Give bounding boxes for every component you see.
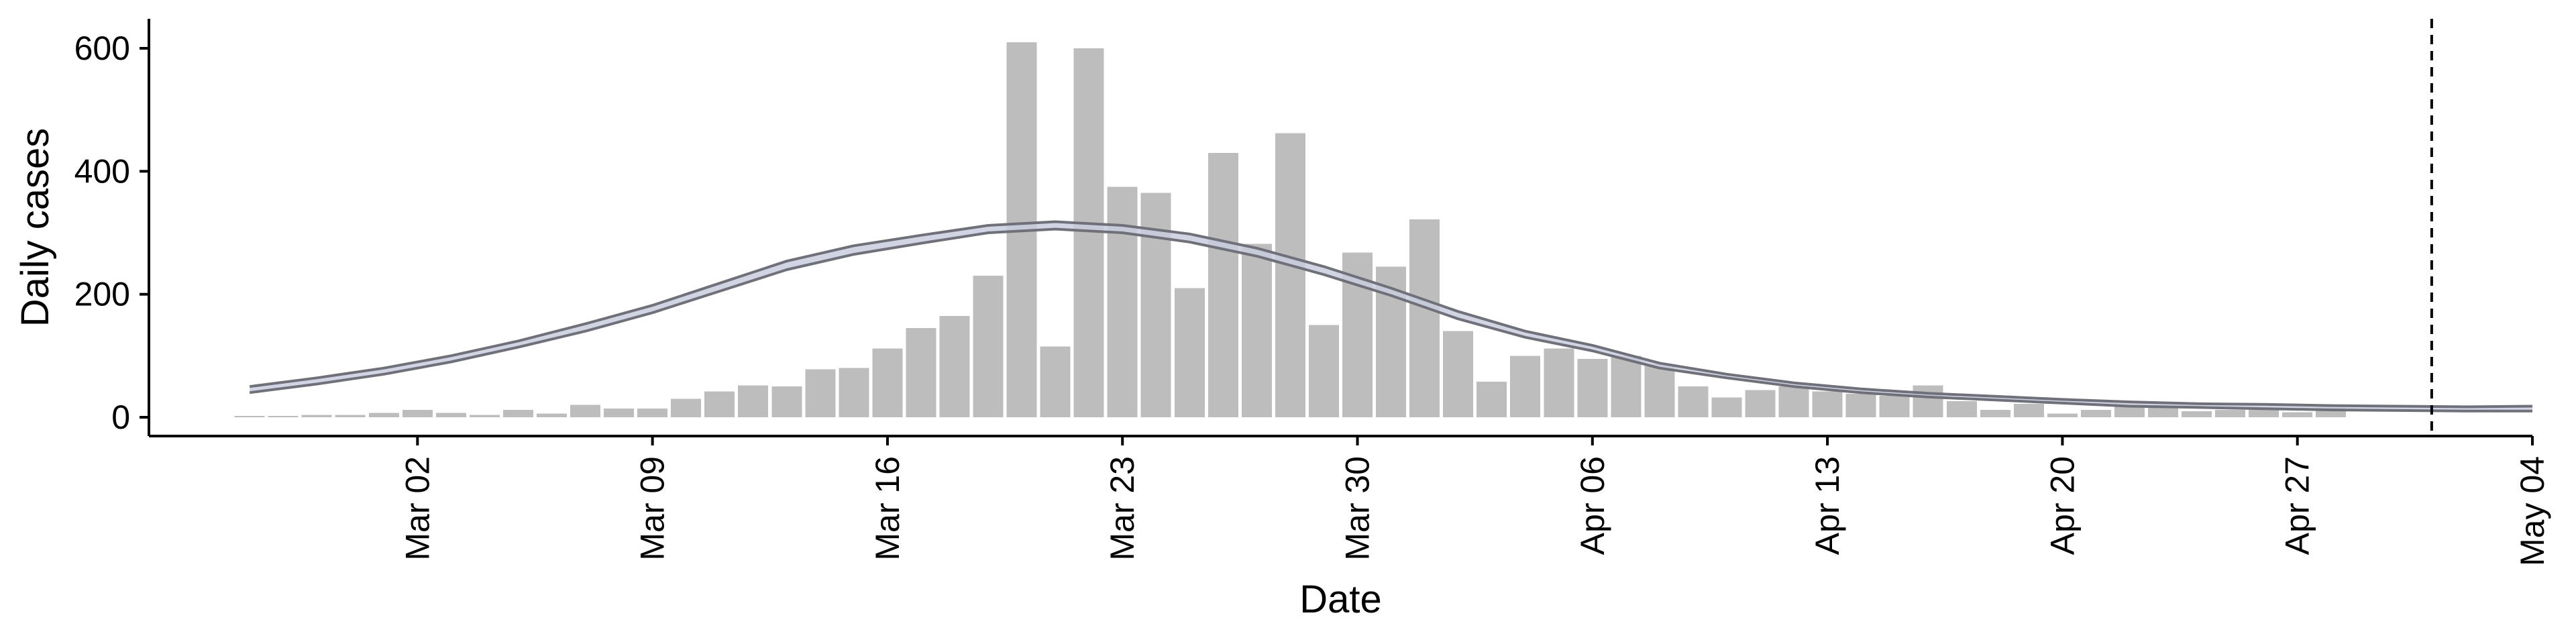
bar <box>2249 410 2279 417</box>
bar <box>268 416 299 417</box>
bar <box>2013 403 2044 417</box>
bar <box>2215 410 2246 417</box>
bar <box>1510 356 1541 417</box>
bar <box>1174 288 1205 417</box>
bar <box>771 386 802 417</box>
bar <box>2114 405 2145 417</box>
ribbon-lower-line <box>249 227 2532 413</box>
y-tick-label: 0 <box>111 398 130 436</box>
bar <box>1241 244 1272 417</box>
bar <box>502 410 533 417</box>
x-axis-title: Date <box>1299 578 1382 621</box>
bar <box>906 328 936 417</box>
bar <box>839 368 869 417</box>
y-axis-title: Daily cases <box>13 128 57 327</box>
bar <box>2182 411 2212 417</box>
bar <box>2282 412 2313 417</box>
bar <box>1845 394 1876 417</box>
bar <box>368 413 399 417</box>
bar <box>469 415 500 417</box>
bar <box>1879 395 1910 417</box>
bar <box>1409 219 1440 417</box>
bar <box>1309 325 1339 417</box>
bar <box>2080 410 2111 417</box>
y-tick-label: 200 <box>74 276 130 313</box>
x-tick-label: Apr 20 <box>2043 456 2081 555</box>
bar <box>1778 386 1809 417</box>
y-tick-label: 600 <box>74 30 130 67</box>
x-tick-label: Mar 09 <box>634 456 672 561</box>
bar <box>637 409 668 417</box>
x-tick-label: Mar 23 <box>1104 456 1141 561</box>
bar <box>973 276 1004 417</box>
y-axis-ticks: 0 200 400 600 <box>74 30 149 436</box>
bar <box>738 385 769 417</box>
bar <box>1946 401 1977 417</box>
x-tick-label: Mar 02 <box>398 456 436 561</box>
bar <box>1745 390 1776 417</box>
bar <box>704 391 735 417</box>
bar <box>335 415 366 417</box>
bar-series <box>234 42 2347 418</box>
bar <box>1275 133 1305 417</box>
bar <box>234 416 265 417</box>
bar <box>1812 391 1843 417</box>
ribbon-upper-line <box>249 220 2533 409</box>
bar <box>1711 397 1742 417</box>
bar <box>1913 385 1943 417</box>
bar <box>1140 193 1171 417</box>
bar <box>604 409 635 417</box>
y-tick-label: 400 <box>74 152 130 190</box>
bar <box>2047 413 2078 417</box>
bar <box>1443 331 1474 417</box>
bar <box>570 405 600 417</box>
x-axis-ticks: Mar 02 Mar 09 Mar 16 Mar 23 Mar 30 Apr 06 Apr … <box>398 436 2551 566</box>
axes <box>148 19 2532 437</box>
bar <box>402 410 433 417</box>
bar <box>872 348 903 417</box>
model-fit-ribbon <box>249 220 2533 413</box>
bar <box>805 369 836 417</box>
bar <box>1477 381 1507 417</box>
bar <box>1980 410 2010 417</box>
bar <box>1107 186 1138 418</box>
bar <box>1544 348 1574 417</box>
x-tick-label: May 04 <box>2514 456 2551 566</box>
x-tick-label: Mar 16 <box>869 456 906 561</box>
bar <box>1577 358 1608 417</box>
bar <box>435 413 466 417</box>
bar <box>939 315 970 418</box>
bar <box>537 413 567 417</box>
bar <box>2148 407 2178 417</box>
bar <box>1611 356 1642 417</box>
bar <box>1678 386 1709 417</box>
x-tick-label: Apr 06 <box>1574 456 1611 555</box>
bar <box>1644 364 1675 417</box>
x-tick-label: Apr 13 <box>1809 456 1846 555</box>
bar <box>1208 152 1238 418</box>
x-tick-label: Apr 27 <box>2279 456 2316 555</box>
x-tick-label: Mar 30 <box>1339 456 1377 561</box>
bar <box>1040 346 1071 417</box>
bar <box>301 415 332 417</box>
bar <box>671 398 702 417</box>
